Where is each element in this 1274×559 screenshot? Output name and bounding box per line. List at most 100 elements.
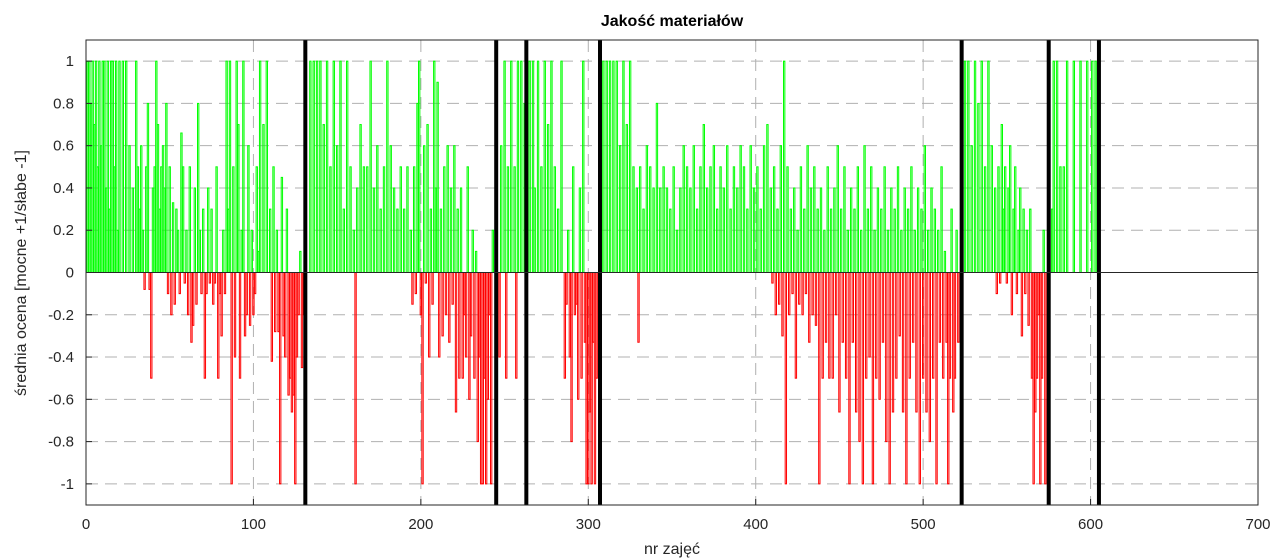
x-tick-label: 700 xyxy=(1245,516,1270,533)
bar-negative xyxy=(871,272,875,485)
bar-positive xyxy=(232,166,235,273)
bar-negative xyxy=(292,272,295,396)
bar-positive xyxy=(436,81,439,274)
bar-negative xyxy=(488,272,491,316)
bar-positive xyxy=(926,229,930,274)
bar-positive xyxy=(453,145,456,274)
bar-negative xyxy=(841,272,844,343)
bar-positive xyxy=(846,229,849,274)
bar-negative xyxy=(865,272,868,379)
bar-positive xyxy=(955,229,958,274)
bar-positive xyxy=(1022,208,1025,274)
bar-negative xyxy=(942,272,945,379)
bar-positive xyxy=(121,60,125,273)
bar-positive xyxy=(803,208,806,274)
bar-negative xyxy=(190,272,193,343)
bar-positive xyxy=(560,60,563,273)
bar-negative xyxy=(195,272,198,305)
bar-positive xyxy=(699,166,702,273)
bar-positive xyxy=(628,60,632,273)
bar-positive xyxy=(1012,208,1015,274)
bar-positive xyxy=(916,187,920,273)
bar-negative xyxy=(908,272,911,379)
bar-positive xyxy=(346,60,349,273)
bar-negative xyxy=(998,272,1002,284)
bar-negative xyxy=(945,272,948,343)
bar-negative xyxy=(454,272,458,413)
bar-positive xyxy=(285,208,289,274)
bar-positive xyxy=(622,60,625,273)
y-tick-label: -1 xyxy=(61,476,74,493)
bar-positive xyxy=(943,250,947,273)
bar-negative xyxy=(354,272,357,485)
bar-negative xyxy=(411,272,414,305)
bar-positive xyxy=(1050,208,1054,274)
bar-negative xyxy=(150,272,153,379)
bar-positive xyxy=(618,145,622,274)
bar-negative xyxy=(831,272,834,379)
bar-negative xyxy=(287,272,290,396)
bar-positive xyxy=(257,250,260,273)
bar-negative xyxy=(203,272,207,379)
bar-negative xyxy=(279,272,282,485)
bar-negative xyxy=(824,272,828,343)
bar-negative xyxy=(290,272,294,413)
bar-positive xyxy=(141,229,145,274)
bar-positive xyxy=(910,166,913,273)
bar-negative xyxy=(947,272,950,485)
bar-positive xyxy=(870,166,873,273)
bar-negative xyxy=(208,272,212,284)
bar-positive xyxy=(155,60,158,273)
bar-positive xyxy=(649,166,652,273)
bar-positive xyxy=(446,145,449,274)
bar-positive xyxy=(342,208,346,274)
bar-negative xyxy=(213,272,217,284)
bar-positive xyxy=(776,208,779,274)
bar-negative xyxy=(573,272,577,316)
bar-positive xyxy=(474,250,478,273)
bar-negative xyxy=(593,272,597,485)
bar-positive xyxy=(1052,60,1055,273)
x-tick-label: 500 xyxy=(911,516,936,533)
bar-negative xyxy=(515,272,518,379)
bar-positive xyxy=(98,60,101,273)
bar-positive xyxy=(1062,166,1065,273)
bar-negative xyxy=(274,272,277,333)
bar-positive xyxy=(145,166,148,273)
bar-positive xyxy=(153,166,156,273)
bar-positive xyxy=(786,166,789,273)
bar-positive xyxy=(977,102,980,273)
bar-positive xyxy=(466,166,469,273)
bar-positive xyxy=(819,187,823,273)
bar-positive xyxy=(669,208,672,274)
bar-positive xyxy=(160,166,163,273)
bar-positive xyxy=(1009,145,1012,274)
x-tick-label: 400 xyxy=(743,516,768,533)
bar-negative xyxy=(238,272,242,379)
bar-positive xyxy=(813,166,816,273)
bar-negative xyxy=(915,272,918,413)
bar-negative xyxy=(458,272,461,379)
bar-positive xyxy=(500,145,503,274)
bar-negative xyxy=(838,272,841,413)
bar-negative xyxy=(170,272,173,316)
bar-positive xyxy=(796,229,799,274)
bar-negative xyxy=(828,272,831,379)
bar-negative xyxy=(183,272,186,284)
bar-positive xyxy=(1017,229,1020,274)
bar-positive xyxy=(816,208,819,274)
bar-positive xyxy=(937,229,940,274)
bar-positive xyxy=(423,145,426,274)
bar-positive xyxy=(836,145,839,274)
bar-positive xyxy=(672,166,675,273)
bar-positive xyxy=(756,166,759,273)
bar-negative xyxy=(808,272,811,343)
bar-positive xyxy=(315,60,319,273)
bar-negative xyxy=(814,272,818,326)
bar-positive xyxy=(275,229,279,274)
bar-negative xyxy=(801,272,804,316)
bar-positive xyxy=(471,229,474,274)
bar-positive xyxy=(702,124,705,273)
bar-negative xyxy=(421,272,424,485)
bar-negative xyxy=(587,272,590,485)
